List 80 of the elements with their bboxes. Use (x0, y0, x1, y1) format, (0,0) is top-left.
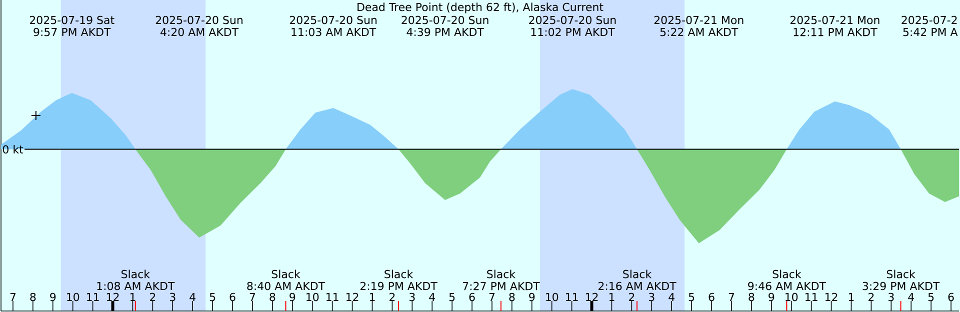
x-tick-label: 12 (106, 292, 119, 301)
ref-line-label: 0 kt (2, 145, 24, 154)
text: 5:22 AM AKDT (660, 28, 738, 36)
x-tick-label: 12 (825, 292, 838, 301)
text: 11:02 PM AKDT (531, 28, 615, 36)
x-tick-label: 2 (629, 292, 634, 301)
text: 2:16 AM AKDT (598, 282, 676, 290)
x-tick-label: 5 (688, 292, 694, 302)
text: 8:40 AM AKDT (247, 282, 326, 290)
x-tick-label: 11 (326, 292, 338, 301)
text: 4:39 PM AKDT (406, 28, 484, 36)
x-tick-label: 3 (409, 292, 415, 302)
x-tick-label: 2 (390, 292, 395, 301)
x-tick-label: 11 (566, 292, 578, 301)
text: 3:29 PM AKDT (862, 282, 940, 290)
x-tick-label: 8 (748, 292, 754, 302)
x-tick-label: 12 (346, 292, 358, 301)
x-tick-label: 1 (609, 292, 614, 301)
x-tick-label: 5 (210, 292, 216, 302)
x-tick-label: 11 (806, 292, 818, 301)
text: 4:20 AM AKDT (160, 28, 239, 36)
text: 1:08 AM AKDT (97, 282, 175, 290)
x-tick-label: 7 (489, 292, 495, 301)
x-tick-label: 3 (888, 292, 894, 302)
x-tick-label: 6 (708, 292, 714, 302)
text: 2025-07-20 Sun (529, 16, 616, 24)
x-tick-label: 1 (848, 292, 854, 301)
x-tick-label: 3 (170, 292, 176, 302)
x-tick-label: 4 (429, 292, 435, 301)
x-tick-label: 9 (529, 292, 535, 302)
x-tick-label: 5 (928, 292, 934, 302)
x-tick-label: 2 (150, 292, 156, 301)
text: Slack (487, 270, 516, 278)
text: 5:42 PM A (903, 28, 958, 36)
text: 2025-07-20 Sun (290, 16, 377, 24)
text: Slack (122, 270, 150, 278)
x-tick-label: 1 (130, 292, 136, 301)
x-tick-label: 8 (509, 292, 515, 302)
text: Slack (272, 270, 300, 278)
text: 2025-07-20 Sun (156, 16, 242, 24)
text: 2025-07-19 Sat (30, 16, 114, 24)
text: 2:19 PM AKDT (360, 282, 438, 290)
x-tick-label: 9 (290, 292, 296, 302)
x-tick-label: 10 (546, 292, 558, 302)
text: Slack (886, 270, 916, 278)
text: Slack (772, 270, 802, 278)
x-tick-label: 9 (50, 292, 56, 302)
text: 2025-07-20 Sun (402, 16, 488, 24)
text: 7:27 PM AKDT (462, 282, 540, 290)
x-tick-label: 7 (10, 292, 16, 301)
text: Slack (623, 270, 652, 278)
x-tick-label: 11 (87, 292, 99, 301)
x-tick-label: 10 (306, 292, 319, 302)
x-tick-label: 7 (250, 292, 256, 301)
x-tick-label: 4 (668, 292, 674, 301)
chart-title: Dead Tree Point (depth 62 ft), Alaska Current (358, 2, 604, 14)
x-tick-label: 8 (270, 292, 276, 302)
text: 11:03 AM AKDT (292, 28, 376, 36)
text: 2025-07-21 Mon (790, 16, 880, 24)
text: 2025-07-2 (902, 16, 957, 24)
x-tick-label: 4 (190, 292, 196, 301)
x-tick-label: 6 (230, 292, 236, 302)
text: 9:46 AM AKDT (748, 282, 826, 290)
text: 2025-07-21 Mon (654, 16, 744, 24)
text: Slack (384, 270, 414, 278)
x-tick-label: 1 (370, 292, 375, 301)
x-tick-label: 7 (728, 292, 734, 301)
x-tick-label: 2 (868, 292, 874, 301)
x-tick-label: 9 (768, 292, 774, 302)
x-tick-label: 10 (67, 292, 80, 302)
x-tick-label: 12 (586, 292, 598, 301)
x-tick-label: 8 (30, 292, 36, 302)
x-tick-label: 4 (908, 292, 914, 301)
x-tick-label: 5 (449, 292, 455, 302)
x-tick-label: 6 (469, 292, 475, 302)
text: 12:11 PM AKDT (794, 28, 878, 36)
x-tick-label: 6 (948, 292, 954, 302)
x-tick-label: 3 (648, 292, 654, 302)
x-tick-label: 10 (786, 292, 798, 302)
text: 9:57 PM AKDT (34, 28, 111, 36)
